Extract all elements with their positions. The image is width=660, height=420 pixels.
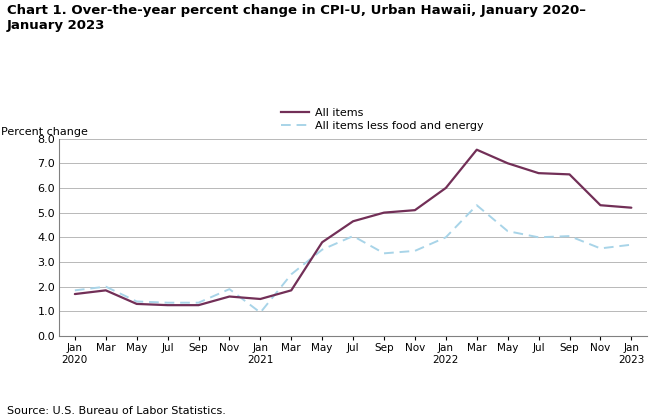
Legend: All items, All items less food and energy: All items, All items less food and energ… xyxy=(277,103,488,135)
Text: Source: U.S. Bureau of Labor Statistics.: Source: U.S. Bureau of Labor Statistics. xyxy=(7,406,226,416)
Text: Percent change: Percent change xyxy=(1,126,88,136)
Text: Chart 1. Over-the-year percent change in CPI-U, Urban Hawaii, January 2020–
Janu: Chart 1. Over-the-year percent change in… xyxy=(7,4,585,32)
